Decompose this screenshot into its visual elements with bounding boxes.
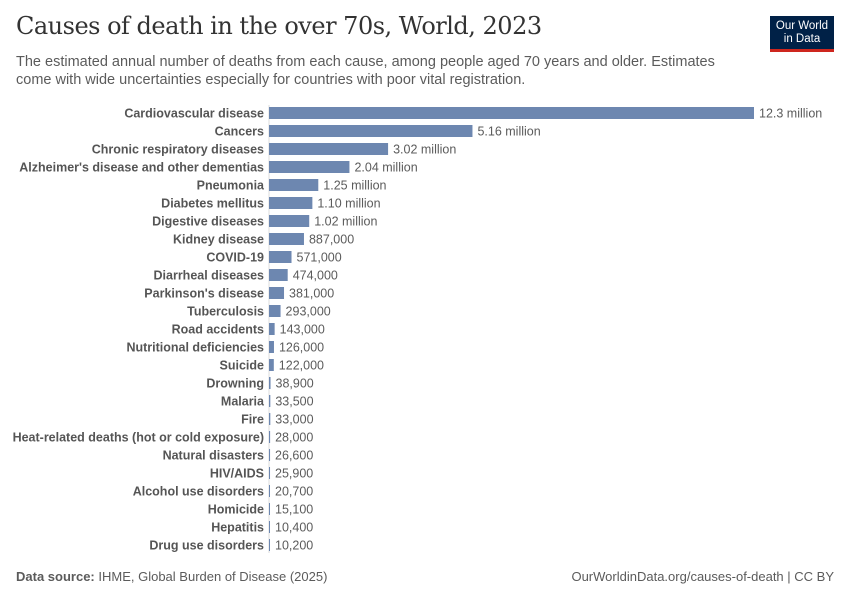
value-label: 10,200 — [275, 539, 313, 553]
data-source-label: Data source: — [16, 569, 95, 584]
value-label: 126,000 — [279, 341, 324, 355]
logo-line1: Our World — [775, 20, 829, 32]
bar[interactable] — [269, 485, 270, 497]
category-label: Alzheimer's disease and other dementias — [19, 161, 264, 175]
bar[interactable] — [269, 431, 271, 443]
value-label: 571,000 — [297, 251, 342, 265]
value-label: 33,500 — [275, 395, 313, 409]
bar[interactable] — [269, 179, 319, 191]
bar[interactable] — [269, 341, 274, 353]
value-label: 3.02 million — [393, 143, 456, 157]
value-label: 2.04 million — [354, 161, 417, 175]
category-label: Heat-related deaths (hot or cold exposur… — [13, 431, 264, 445]
category-label: Diabetes mellitus — [161, 197, 264, 211]
value-label: 474,000 — [293, 269, 338, 283]
bar[interactable] — [269, 395, 271, 407]
value-label: 1.25 million — [323, 179, 386, 193]
value-label: 122,000 — [279, 359, 324, 373]
data-source: Data source: IHME, Global Burden of Dise… — [16, 569, 327, 584]
bar[interactable] — [269, 251, 292, 263]
bar[interactable] — [269, 323, 275, 335]
category-label: Chronic respiratory diseases — [92, 143, 264, 157]
value-label: 5.16 million — [477, 125, 540, 139]
category-label: Suicide — [220, 359, 265, 373]
value-label: 381,000 — [289, 287, 334, 301]
logo-line2: in Data — [783, 33, 821, 45]
category-label: Digestive diseases — [152, 215, 264, 229]
value-label: 293,000 — [286, 305, 331, 319]
bar[interactable] — [269, 503, 270, 515]
bar[interactable] — [269, 413, 271, 425]
value-label: 887,000 — [309, 233, 354, 247]
category-label: Cardiovascular disease — [124, 107, 264, 121]
value-label: 1.10 million — [317, 197, 380, 211]
category-label: Kidney disease — [173, 233, 264, 247]
bar[interactable] — [269, 359, 274, 371]
value-label: 28,000 — [275, 431, 313, 445]
category-label: Drowning — [206, 377, 264, 391]
chart-subtitle: The estimated annual number of deaths fr… — [16, 54, 715, 88]
bar[interactable] — [269, 539, 270, 551]
category-label: Nutritional deficiencies — [126, 341, 264, 355]
bar[interactable] — [269, 215, 310, 227]
source-url[interactable]: OurWorldinData.org/causes-of-death | CC … — [571, 569, 834, 584]
value-label: 26,600 — [275, 449, 313, 463]
value-label: 143,000 — [280, 323, 325, 337]
category-label: Road accidents — [172, 323, 264, 337]
category-label: Natural disasters — [163, 449, 264, 463]
value-label: 33,000 — [275, 413, 313, 427]
bar[interactable] — [269, 521, 270, 533]
category-label: Tuberculosis — [187, 305, 264, 319]
category-label: Parkinson's disease — [144, 287, 264, 301]
bar[interactable] — [269, 107, 754, 119]
value-label: 25,900 — [275, 467, 313, 481]
bar[interactable] — [269, 449, 271, 461]
value-label: 38,900 — [276, 377, 314, 391]
bar[interactable] — [269, 467, 271, 479]
category-label: Malaria — [221, 395, 265, 409]
owid-logo[interactable]: Our World in Data — [770, 16, 834, 52]
bar[interactable] — [269, 197, 313, 209]
category-label: Diarrheal diseases — [154, 269, 265, 283]
bar[interactable] — [269, 287, 285, 299]
category-label: Homicide — [208, 503, 264, 517]
bar[interactable] — [269, 377, 271, 389]
bar[interactable] — [269, 125, 473, 137]
category-label: Pneumonia — [197, 179, 265, 193]
bar[interactable] — [269, 143, 389, 155]
category-label: Fire — [241, 413, 264, 427]
value-label: 10,400 — [275, 521, 313, 535]
bar[interactable] — [269, 305, 281, 317]
category-label: COVID-19 — [206, 251, 264, 265]
data-source-text[interactable]: IHME, Global Burden of Disease (2025) — [98, 569, 328, 584]
category-label: Hepatitis — [211, 521, 264, 535]
category-label: HIV/AIDS — [210, 467, 264, 481]
value-label: 20,700 — [275, 485, 313, 499]
bar[interactable] — [269, 161, 350, 173]
bar[interactable] — [269, 233, 304, 245]
value-label: 1.02 million — [314, 215, 377, 229]
chart-title: Causes of death in the over 70s, World, … — [16, 12, 542, 40]
category-label: Alcohol use disorders — [133, 485, 264, 499]
category-label: Drug use disorders — [149, 539, 264, 553]
value-label: 12.3 million — [759, 107, 822, 121]
value-label: 15,100 — [275, 503, 313, 517]
category-label: Cancers — [215, 125, 264, 139]
bar[interactable] — [269, 269, 288, 281]
